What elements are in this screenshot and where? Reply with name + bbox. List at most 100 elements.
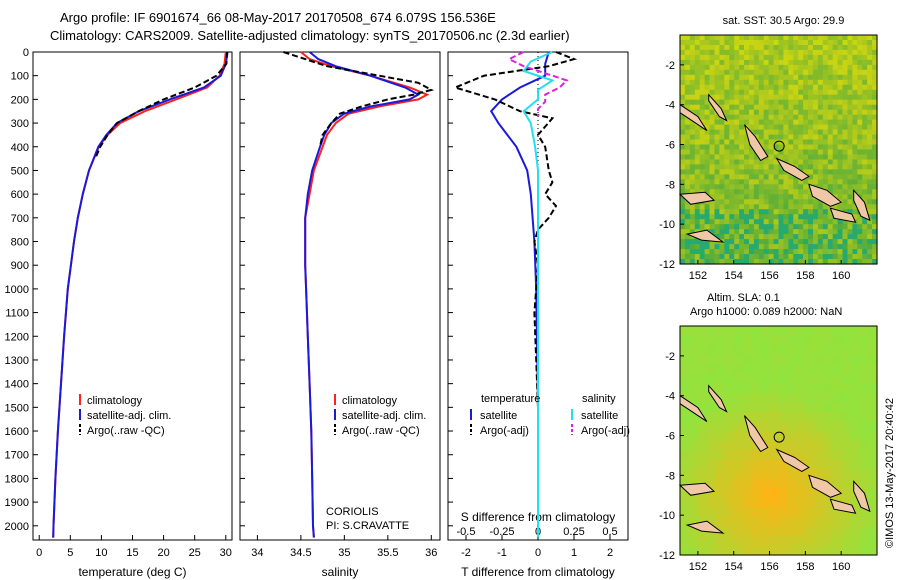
heatmap-cell <box>699 114 706 121</box>
heatmap-cell <box>832 114 839 121</box>
heatmap-cell <box>867 139 873 146</box>
heatmap-cell <box>872 214 878 220</box>
heatmap-cell <box>689 545 699 556</box>
heatmap-cell <box>798 59 804 66</box>
heatmap-cell <box>778 99 784 106</box>
heatmap-cell <box>778 109 784 116</box>
heatmap-cell <box>850 364 860 375</box>
heatmap-cell <box>763 59 770 66</box>
heatmap-cell <box>862 119 868 126</box>
heatmap-cell <box>694 139 701 146</box>
heatmap-cell <box>817 59 824 66</box>
heatmap-cell <box>778 139 784 146</box>
heatmap-cell <box>778 421 789 432</box>
heatmap-cell <box>758 35 765 41</box>
heatmap-cell <box>763 45 770 51</box>
heatmap-cell <box>714 259 720 265</box>
heatmap-cell <box>734 40 740 46</box>
heatmap-cell <box>862 259 868 265</box>
heatmap-cell <box>773 239 780 245</box>
heatmap-cell <box>872 194 878 200</box>
heatmap-cell <box>787 335 798 346</box>
heatmap-cell <box>709 174 715 180</box>
heatmap-cell <box>729 99 735 106</box>
heatmap-cell <box>788 259 794 265</box>
heatmap-cell <box>778 189 784 195</box>
heatmap-cell <box>742 431 753 442</box>
heatmap-cell <box>714 179 720 185</box>
heatmap-cell <box>715 383 726 394</box>
heatmap-cell <box>739 74 745 81</box>
heatmap-cell <box>689 440 699 451</box>
heatmap-cell <box>715 507 726 518</box>
heatmap-cell <box>823 507 833 518</box>
heatmap-cell <box>857 224 863 230</box>
heatmap-cell <box>773 259 780 265</box>
heatmap-cell <box>817 179 824 185</box>
heatmap-cell <box>704 224 711 230</box>
heatmap-cell <box>773 84 780 91</box>
heatmap-cell <box>847 104 853 111</box>
heatmap-cell <box>760 478 771 489</box>
y-tick-label: 1100 <box>5 308 29 320</box>
heatmap-cell <box>842 149 848 156</box>
heatmap-cell <box>798 254 804 260</box>
island-shape <box>775 157 810 181</box>
y-tick-label: -4 <box>665 391 675 403</box>
heatmap-cell <box>709 74 715 81</box>
heatmap-cell <box>724 440 735 451</box>
heatmap-cell <box>729 124 735 131</box>
heatmap-cell <box>847 69 853 76</box>
heatmap-cell <box>847 45 853 51</box>
heatmap-cell <box>817 159 824 166</box>
heatmap-cell <box>753 219 760 225</box>
profile-panel-difference_from_climatology: -2 -1 0 1 2T difference from climatology-0.5… <box>447 51 629 579</box>
heatmap-cell <box>803 169 809 175</box>
heatmap-cell <box>803 109 809 116</box>
heatmap-cell <box>729 74 735 81</box>
heatmap-cell <box>763 129 770 136</box>
heatmap-cell <box>872 244 878 250</box>
heatmap-cell <box>768 144 775 151</box>
heatmap-cell <box>778 194 784 200</box>
heatmap-cell <box>729 134 735 141</box>
heatmap-cell <box>803 134 809 141</box>
heatmap-cell <box>773 249 780 255</box>
heatmap-cell <box>867 259 873 265</box>
heatmap-cell <box>769 497 780 508</box>
heatmap-cell <box>827 69 834 76</box>
heatmap-cell <box>714 164 720 170</box>
heatmap-cell <box>715 488 726 499</box>
heatmap-cell <box>788 234 794 240</box>
heatmap-cell <box>724 59 730 66</box>
heatmap-cell <box>769 335 780 346</box>
heatmap-cell <box>742 526 753 537</box>
heatmap-cell <box>684 189 691 195</box>
heatmap-cell <box>699 204 706 210</box>
heatmap-cell <box>778 209 784 215</box>
heatmap-cell <box>805 535 815 546</box>
heatmap-cell <box>783 99 789 106</box>
heatmap-cell <box>808 174 814 180</box>
series-line-argo-raw-qc- <box>94 51 228 159</box>
heatmap-cell <box>867 229 873 235</box>
heatmap-cell <box>837 109 844 116</box>
heatmap-cell <box>684 224 691 230</box>
heatmap-cell <box>773 35 780 41</box>
heatmap-cell <box>813 49 819 56</box>
heatmap-cell <box>803 184 809 190</box>
heatmap-cell <box>832 74 839 81</box>
axes-frame <box>239 51 441 541</box>
heatmap-cell <box>837 59 844 66</box>
heatmap-cell <box>868 421 878 432</box>
heatmap-cell <box>793 74 799 81</box>
heatmap-cell <box>827 45 834 51</box>
heatmap-cell <box>793 184 799 190</box>
heatmap-cell <box>822 94 829 101</box>
heatmap-cell <box>778 54 784 61</box>
heatmap-cell <box>805 507 815 518</box>
heatmap-cell <box>739 149 745 156</box>
heatmap-cell <box>868 535 878 546</box>
island-shape <box>808 183 843 207</box>
